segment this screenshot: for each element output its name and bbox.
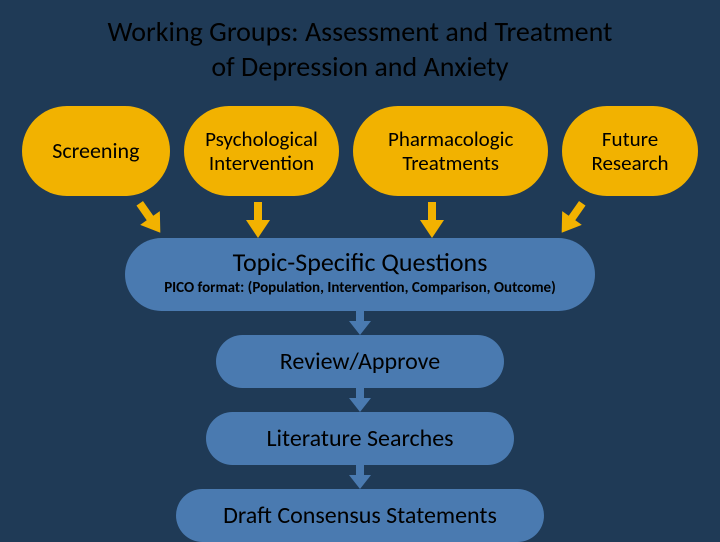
arrow-down-icon	[349, 388, 371, 412]
step-draft-consensus: Draft Consensus Statements	[176, 489, 544, 542]
step-review-approve: Review/Approve	[216, 335, 504, 388]
step-label: Review/Approve	[280, 347, 440, 376]
arrow-down-icon	[420, 202, 444, 238]
page-title: Working Groups: Assessment and Treatment…	[0, 0, 720, 84]
title-line-1: Working Groups: Assessment and Treatment	[108, 14, 613, 49]
group-screening: Screening	[22, 106, 170, 196]
step-label: Draft Consensus Statements	[223, 501, 497, 530]
group-label: Future Research	[572, 127, 688, 175]
group-label: Psychological Intervention	[194, 127, 330, 175]
arrow-down-icon	[246, 202, 270, 238]
working-groups-row: Screening Psychological Intervention Pha…	[0, 106, 720, 196]
group-future-research: Future Research	[562, 106, 698, 196]
arrow-down-icon	[349, 311, 371, 335]
questions-subtitle: PICO format: (Population, Intervention, …	[145, 279, 575, 297]
questions-title: Topic-Specific Questions	[145, 248, 575, 277]
topic-questions-box: Topic-Specific Questions PICO format: (P…	[125, 238, 595, 311]
title-line-2: of Depression and Anxiety	[211, 49, 508, 84]
group-label: Pharmacologic Treatments	[363, 127, 538, 175]
step-literature-searches: Literature Searches	[206, 412, 514, 465]
step-label: Literature Searches	[266, 424, 453, 453]
group-psychological-intervention: Psychological Intervention	[184, 106, 340, 196]
arrow-down-icon	[349, 465, 371, 489]
group-pharmacologic-treatments: Pharmacologic Treatments	[353, 106, 548, 196]
group-label: Screening	[52, 138, 139, 163]
